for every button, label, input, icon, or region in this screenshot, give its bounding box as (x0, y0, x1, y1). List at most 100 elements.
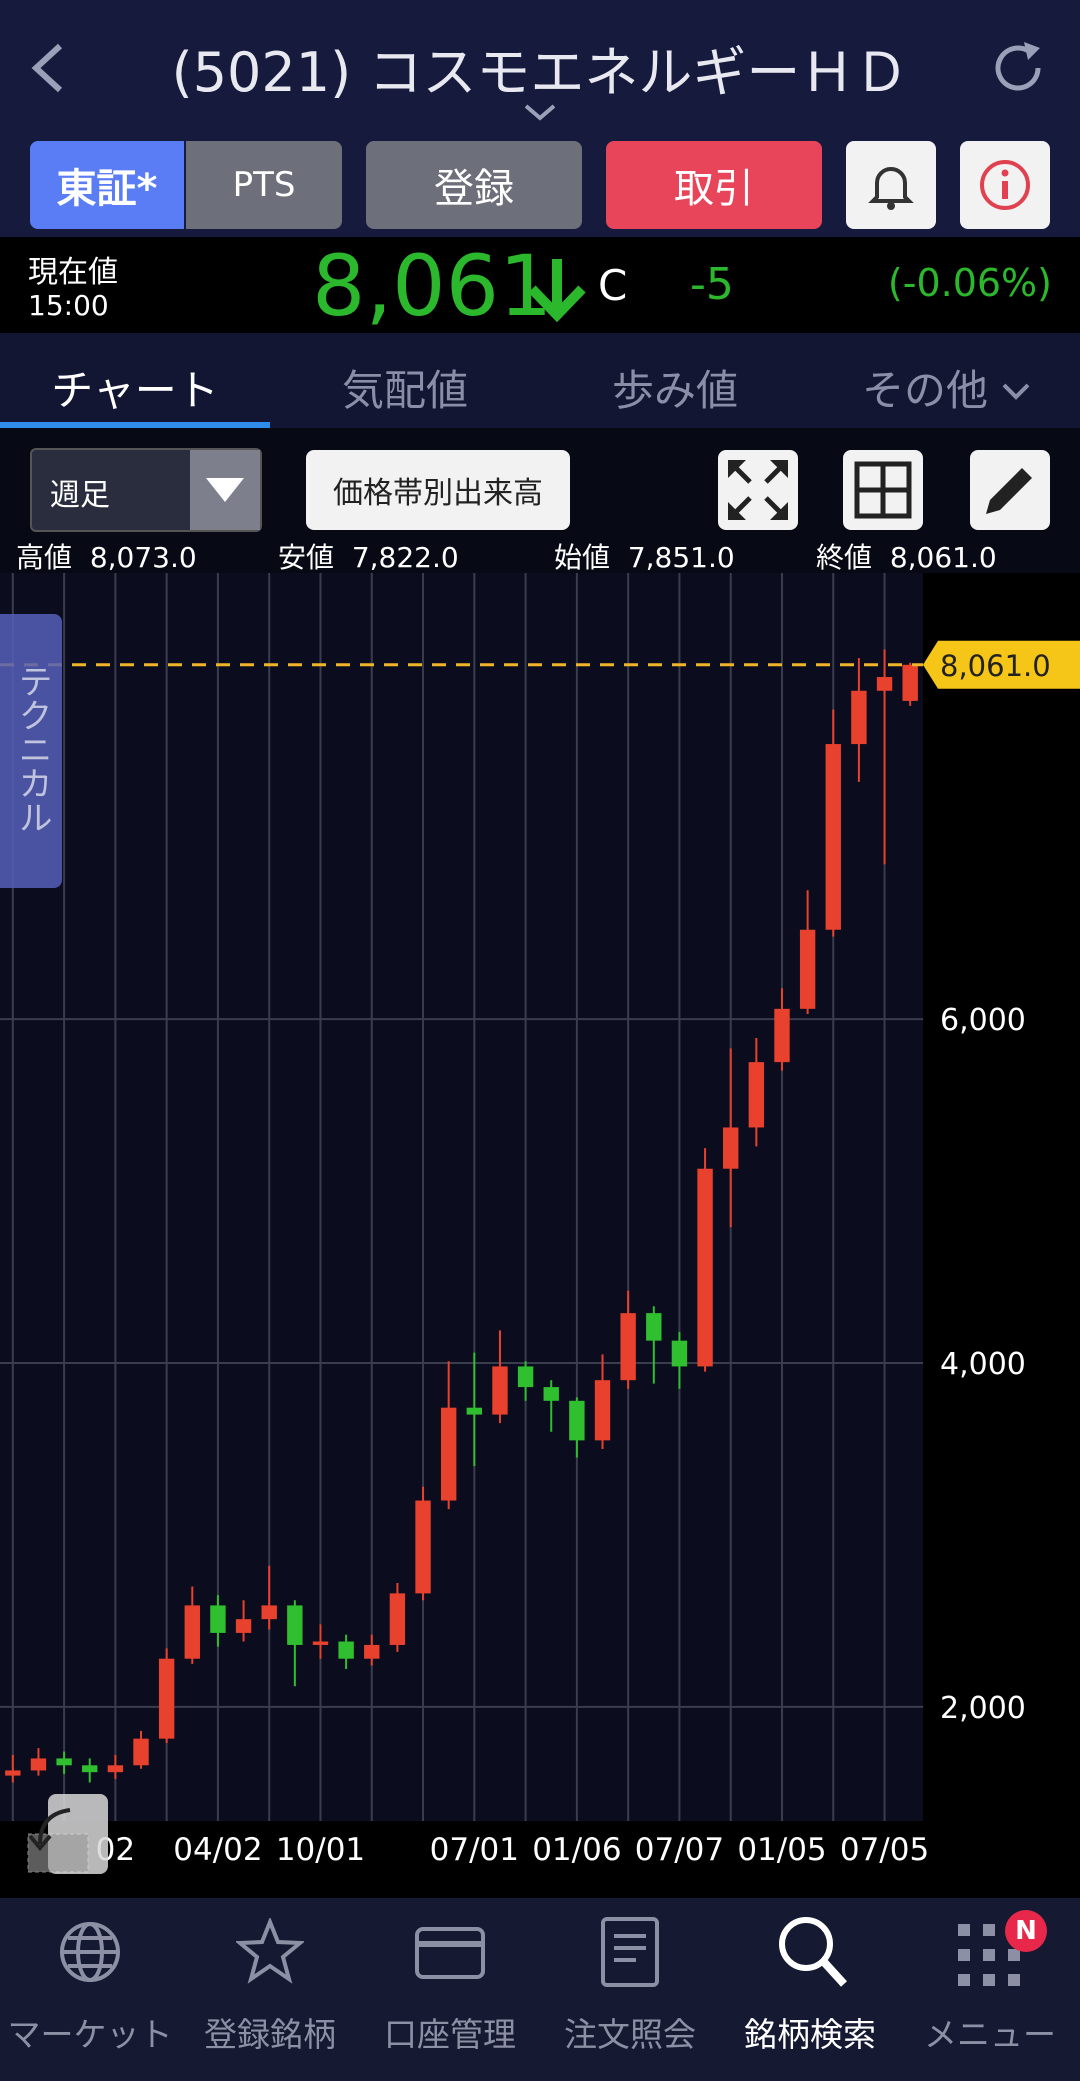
candle-body (646, 1313, 662, 1341)
register-button[interactable]: 登録 (366, 141, 582, 229)
candle-body (82, 1765, 98, 1773)
tab-bar: チャート 気配値 歩み値 その他 (0, 333, 1080, 428)
nav-label: 登録銘柄 (204, 2015, 336, 2054)
x-tick-label: 10/01 (276, 1832, 365, 1868)
tab[interactable]: チャート (51, 366, 219, 415)
volume-profile-button[interactable]: 価格帯別出来高 (306, 450, 570, 530)
market-button[interactable]: 東証* (30, 141, 184, 229)
candle-body (30, 1758, 47, 1771)
candle-body (287, 1605, 303, 1645)
candle-body (902, 664, 918, 701)
nav-item[interactable]: マーケット (0, 1898, 180, 2081)
nav-item[interactable]: 口座管理 (360, 1898, 540, 2081)
nav-label: 注文照会 (564, 2015, 696, 2054)
candle-body (158, 1658, 175, 1739)
candle-body (517, 1366, 534, 1388)
period-label: 週足 (50, 478, 110, 513)
candle-body (5, 1770, 21, 1776)
info-icon (980, 160, 1030, 210)
candle-body (56, 1758, 72, 1766)
candle-body (440, 1407, 457, 1501)
fullscreen-icon (728, 460, 788, 520)
card-icon (415, 1927, 485, 1979)
refresh-button[interactable] (990, 38, 1050, 98)
back-button[interactable] (28, 40, 68, 96)
y-tick-label: 2,000 (940, 1691, 1026, 1726)
nav-item[interactable]: N メニュー (900, 1898, 1080, 2081)
nav-item[interactable]: 注文照会 (540, 1898, 720, 2081)
ohlc-value: 8,061.0 (889, 541, 997, 574)
x-tick-label: 07/01 (430, 1832, 519, 1868)
ohlc-open: 始値 7,851.0 (554, 536, 735, 576)
ohlc-label: 安値 (278, 541, 335, 574)
ohlc-value: 7,822.0 (351, 541, 459, 574)
nav-badge: N (1005, 1910, 1047, 1952)
candle-body (133, 1738, 149, 1766)
bottom-nav: マーケット 登録銘柄 口座管理 注文照会 銘柄検索 N メニュー (0, 1898, 1080, 2081)
globe-icon (60, 1922, 120, 1982)
candle-body (748, 1062, 765, 1128)
fullscreen-button[interactable] (718, 450, 798, 530)
search-icon (779, 1917, 847, 1987)
current-price: 8,061 (312, 237, 553, 335)
info-button[interactable] (960, 141, 1050, 229)
candle-body (184, 1605, 200, 1659)
tab[interactable]: 歩み値 (611, 366, 738, 415)
grid-icon (854, 461, 912, 519)
candle-body (594, 1380, 611, 1441)
tab[interactable]: 気配値 (341, 366, 468, 415)
alert-button[interactable] (846, 141, 936, 229)
candle-body (107, 1765, 124, 1773)
x-tick-label: 04/02 (173, 1832, 262, 1868)
candle-body (723, 1127, 739, 1169)
chart-toolbar: 週足 価格帯別出来高 高値 8,073.0 安値 7,822.0 始値 7,85… (0, 428, 1080, 576)
plot-area (0, 573, 923, 1821)
candle-body (364, 1644, 380, 1659)
nav-label: 銘柄検索 (744, 2015, 876, 2054)
candle-body (569, 1400, 585, 1441)
down-arrow (528, 259, 586, 323)
draw-button[interactable] (970, 450, 1050, 530)
candle-body (671, 1340, 688, 1367)
ohlc-label: 高値 (16, 541, 73, 574)
candle-body (876, 677, 893, 691)
period-dropdown[interactable]: 週足 (30, 448, 262, 532)
candle-body (825, 744, 841, 930)
ohlc-close: 終値 8,061.0 (816, 536, 997, 576)
scroll-overlay[interactable] (26, 1792, 114, 1876)
ohlc-high: 高値 8,073.0 (16, 536, 197, 576)
x-tick-label: 01/06 (532, 1832, 621, 1868)
nav-item[interactable]: 銘柄検索 (720, 1898, 900, 2081)
document-icon (601, 1917, 659, 1987)
star-icon (236, 1918, 304, 1984)
ohlc-low: 安値 7,822.0 (278, 536, 459, 576)
x-tick-label: 01/05 (737, 1832, 826, 1868)
tab[interactable]: その他 (861, 366, 988, 415)
candle-body (799, 929, 816, 1009)
candle-body (415, 1500, 431, 1594)
x-tick-label: 07/07 (635, 1832, 724, 1868)
candle-body (466, 1407, 483, 1415)
pts-button[interactable]: PTS (186, 141, 342, 229)
ohlc-value: 7,851.0 (627, 541, 735, 574)
last-price-label: 8,061.0 (940, 649, 1051, 683)
trade-button[interactable]: 取引 (606, 141, 822, 229)
nav-label: マーケット (7, 2015, 173, 2054)
y-tick-label: 6,000 (940, 1003, 1026, 1038)
ohlc-value: 8,073.0 (89, 541, 197, 574)
last-price-tag (923, 640, 1080, 689)
ohlc-label: 終値 (816, 541, 873, 574)
tab-indicator (0, 422, 270, 428)
layout-button[interactable] (843, 450, 923, 530)
price-label: 現在値 (28, 255, 118, 290)
candle-body (543, 1387, 559, 1401)
nav-item[interactable]: 登録銘柄 (180, 1898, 360, 2081)
action-bar: 東証* PTS 登録 取引 (0, 133, 1080, 237)
candle-body (235, 1619, 252, 1633)
more-chevron (1002, 383, 1030, 400)
page-title[interactable]: (5021) コスモエネルギーＨＤ (171, 41, 909, 104)
technical-tab[interactable]: テクニカル (0, 614, 62, 888)
